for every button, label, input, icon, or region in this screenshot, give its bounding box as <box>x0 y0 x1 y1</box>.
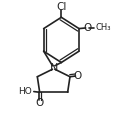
Text: O: O <box>35 98 43 108</box>
Text: O: O <box>84 23 92 33</box>
Text: HO: HO <box>18 87 32 96</box>
Text: N: N <box>49 63 58 73</box>
Text: CH₃: CH₃ <box>96 23 111 32</box>
Text: O: O <box>73 71 82 81</box>
Text: Cl: Cl <box>56 2 67 12</box>
